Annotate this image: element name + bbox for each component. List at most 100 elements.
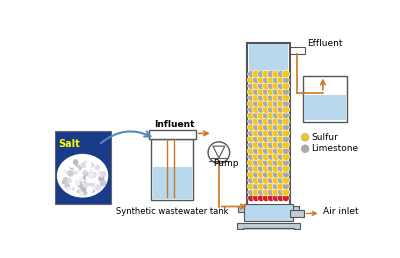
Circle shape [258,141,264,148]
Circle shape [78,190,80,193]
Circle shape [282,165,290,172]
Circle shape [248,195,255,201]
Circle shape [268,189,274,196]
Circle shape [86,177,89,180]
Circle shape [99,176,104,181]
Circle shape [278,195,284,201]
Circle shape [282,195,289,201]
Circle shape [70,166,73,169]
Circle shape [252,141,260,149]
Circle shape [262,159,270,166]
Circle shape [278,189,284,196]
Circle shape [258,130,264,136]
Circle shape [262,82,270,90]
Circle shape [64,178,68,182]
Circle shape [262,106,270,113]
Circle shape [252,117,260,125]
Circle shape [87,188,91,192]
Circle shape [268,118,274,125]
Circle shape [247,111,255,119]
Circle shape [100,172,106,177]
Circle shape [267,123,275,131]
Circle shape [278,106,284,113]
Circle shape [95,165,100,170]
Circle shape [272,159,280,166]
Circle shape [84,183,86,185]
Circle shape [253,183,260,190]
Circle shape [252,82,260,90]
Circle shape [278,94,284,101]
Circle shape [76,181,80,185]
Circle shape [278,153,284,160]
Circle shape [96,185,101,190]
Circle shape [252,70,260,78]
Circle shape [247,100,255,107]
Circle shape [282,88,289,95]
Circle shape [282,129,290,137]
Circle shape [277,100,285,107]
Circle shape [63,170,67,174]
Circle shape [95,165,100,170]
Circle shape [272,195,280,201]
Circle shape [268,71,274,78]
Circle shape [301,133,309,141]
Circle shape [83,171,87,175]
Circle shape [268,106,274,113]
Circle shape [272,88,280,95]
Circle shape [282,147,289,154]
Circle shape [98,171,102,175]
Circle shape [267,159,275,166]
Circle shape [90,169,95,173]
Circle shape [257,147,265,155]
Circle shape [90,170,92,172]
Circle shape [252,94,260,102]
Circle shape [268,141,274,148]
Circle shape [262,188,270,196]
Circle shape [90,168,92,171]
Circle shape [248,71,255,78]
Circle shape [272,124,280,131]
Circle shape [86,163,91,167]
Circle shape [253,135,260,142]
Circle shape [262,176,270,184]
Circle shape [272,176,280,184]
Circle shape [272,117,280,125]
Circle shape [248,82,255,89]
Circle shape [282,171,289,178]
Circle shape [252,188,260,196]
Circle shape [72,177,75,180]
Circle shape [84,181,88,185]
Circle shape [247,147,255,155]
Circle shape [282,106,290,113]
Circle shape [257,182,265,190]
Circle shape [253,112,260,119]
Circle shape [268,130,274,136]
Circle shape [68,179,72,182]
Circle shape [262,70,270,78]
Circle shape [258,82,264,89]
Circle shape [262,124,270,131]
Circle shape [278,71,284,78]
Circle shape [268,195,274,201]
Circle shape [272,112,280,119]
Circle shape [301,145,309,153]
Circle shape [262,135,270,142]
Bar [290,47,305,54]
Circle shape [268,94,274,101]
Circle shape [248,177,255,184]
Circle shape [277,159,285,166]
Bar [244,204,293,221]
Circle shape [91,180,93,182]
Circle shape [267,76,275,84]
Circle shape [277,76,285,84]
Circle shape [262,171,270,178]
Circle shape [73,173,77,177]
Circle shape [258,177,264,184]
Circle shape [282,100,289,107]
Circle shape [68,171,72,175]
Circle shape [282,159,289,166]
Circle shape [267,111,275,119]
Circle shape [282,70,290,78]
Circle shape [277,135,285,143]
Circle shape [257,135,265,143]
